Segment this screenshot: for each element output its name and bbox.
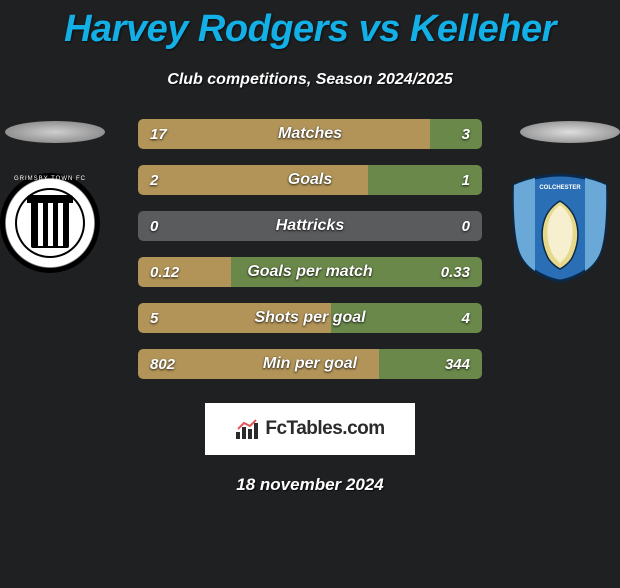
right-club-logo: COLCHESTER: [510, 173, 610, 283]
stat-row: 00Hattricks: [138, 211, 482, 241]
branding-badge: FcTables.com: [205, 403, 415, 455]
player-silhouette-shadow: [520, 121, 620, 143]
stat-row: 0.120.33Goals per match: [138, 257, 482, 287]
stats-column: 173Matches 21Goals 00Hattricks 0.120.33Goal…: [120, 119, 500, 395]
stat-row: 21Goals: [138, 165, 482, 195]
page-title: Harvey Rodgers vs Kelleher: [0, 8, 620, 51]
branding-text: FcTables.com: [265, 418, 384, 440]
stat-row: 802344Min per goal: [138, 349, 482, 379]
stat-row: 54Shots per goal: [138, 303, 482, 333]
player-silhouette-shadow: [5, 121, 105, 143]
grimsby-logo: GRIMSBY TOWN FC: [0, 173, 100, 273]
fctables-icon: [235, 418, 261, 440]
left-side: GRIMSBY TOWN FC: [0, 119, 120, 395]
stat-label: Goals per match: [138, 263, 482, 281]
stat-label: Hattricks: [138, 217, 482, 235]
stat-label: Goals: [138, 171, 482, 189]
stat-label: Min per goal: [138, 355, 482, 373]
right-side: COLCHESTER: [500, 119, 620, 395]
svg-text:COLCHESTER: COLCHESTER: [539, 185, 581, 191]
club-ring-text: GRIMSBY TOWN FC: [0, 176, 100, 182]
comparison-panel: GRIMSBY TOWN FC 173Matches 21Goals 00Hattr…: [0, 119, 620, 395]
colchester-logo: COLCHESTER: [510, 173, 610, 283]
date-text: 18 november 2024: [0, 475, 620, 495]
stat-row: 173Matches: [138, 119, 482, 149]
stat-label: Matches: [138, 125, 482, 143]
left-club-logo: GRIMSBY TOWN FC: [10, 173, 110, 283]
stat-label: Shots per goal: [138, 309, 482, 327]
subtitle: Club competitions, Season 2024/2025: [0, 71, 620, 89]
